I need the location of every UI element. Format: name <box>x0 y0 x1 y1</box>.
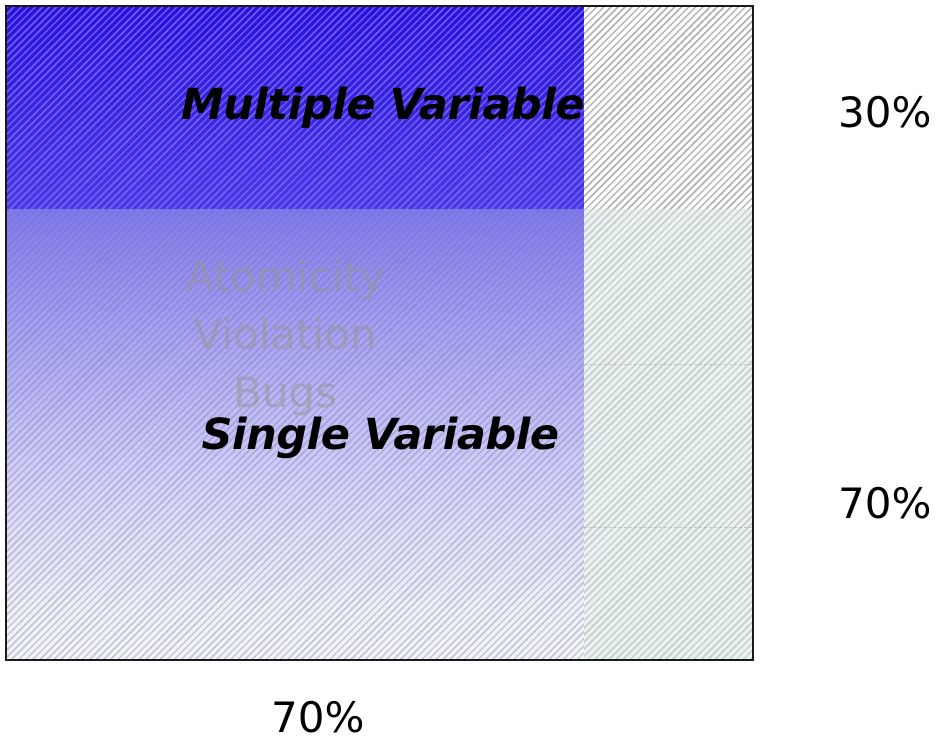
single-variable-label: Single Variable <box>201 410 559 460</box>
atomicity-violation-bugs-label: Atomicity Violation Bugs <box>170 248 400 422</box>
multiple-variable-region <box>7 7 584 209</box>
diagram-frame <box>5 5 754 661</box>
single-variable-region <box>7 209 584 659</box>
percentage-top-right: 30% <box>838 88 932 137</box>
atomicity-line: Atomicity <box>185 252 385 301</box>
bugs-line: Bugs <box>233 368 337 417</box>
percentage-bottom: 70% <box>271 693 365 742</box>
violation-line: Violation <box>193 310 377 359</box>
percentage-middle-right: 70% <box>838 479 932 528</box>
multiple-variable-label: Multiple Variable <box>180 80 585 130</box>
